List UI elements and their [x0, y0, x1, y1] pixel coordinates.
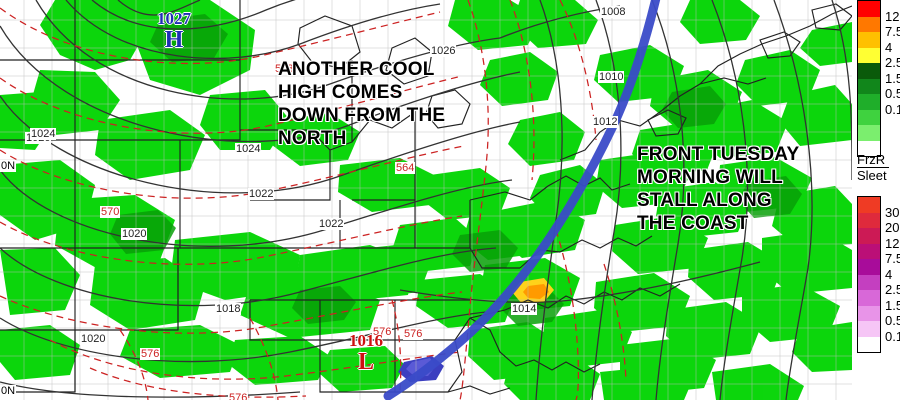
legend-label: 2.5	[885, 55, 900, 71]
thickness-label: 576	[228, 392, 249, 400]
isobar-label: 1026	[430, 45, 457, 57]
isobar-label: 1022	[248, 188, 275, 200]
thickness-label: 564	[395, 162, 416, 174]
legend-label: 4	[885, 39, 893, 55]
legend-label: 20	[885, 220, 900, 236]
legend-label: 7.5	[885, 24, 900, 40]
legend-color-cell	[858, 290, 880, 306]
high-pressure-center: 1027 H	[144, 10, 204, 52]
legend-color-cell	[858, 47, 880, 63]
legend-color-cell	[858, 321, 880, 337]
latitude-label: 0N	[0, 385, 17, 397]
legend-label: 0.5	[885, 313, 900, 329]
legend-label: 4	[885, 266, 893, 282]
low-pressure-symbol: L	[357, 349, 374, 375]
isobar-label: 1008	[600, 6, 627, 18]
precip-core-heavy	[512, 278, 554, 304]
legend-color-cell	[858, 125, 880, 141]
thickness-label: 570	[100, 206, 121, 218]
annotation-cool-high: ANOTHER COOL HIGH COMES DOWN FROM THE NO…	[278, 59, 446, 149]
weather-map[interactable]: 1008101010121014101810201020102010221022…	[0, 0, 852, 400]
thickness-label: 576	[372, 326, 393, 338]
low-pressure-center: 1016 L	[336, 332, 396, 374]
legend-color-cell	[858, 109, 880, 125]
isobar-label: 1020	[121, 228, 148, 240]
legend-color-cell	[858, 1, 880, 17]
legend-color-cell	[858, 63, 880, 79]
map-canvas	[0, 0, 852, 400]
legend-label: 1.5	[885, 297, 900, 313]
legend-label: 30	[885, 204, 900, 220]
isobar-label: 1024	[30, 128, 57, 140]
precipitation-legend-labels: 12.57.542.51.50.50.1	[885, 9, 900, 118]
legend-color-cell	[858, 78, 880, 94]
frzr-title-line1: FrzR	[857, 152, 889, 168]
legend-label: 7.5	[885, 251, 900, 267]
thickness-label: 576	[140, 348, 161, 360]
annotation-front-stall: FRONT TUESDAY MORNING WILL STALL ALONG T…	[637, 144, 800, 234]
legend-color-cell	[858, 197, 880, 213]
isobar-label: 1010	[598, 71, 625, 83]
thickness-label: 558	[274, 63, 295, 75]
freezing-rain-legend-title: FrzR Sleet	[857, 152, 900, 183]
legend-label: 2.5	[885, 282, 900, 298]
low-pressure-value: 1016	[349, 331, 383, 350]
legend-color-cell	[858, 305, 880, 321]
legend-color-cell	[858, 94, 880, 110]
thickness-label: 576	[403, 328, 424, 340]
legend-color-cell	[858, 140, 880, 156]
high-pressure-value: 1027	[157, 9, 191, 28]
frzr-title-line2: Sleet	[857, 168, 887, 183]
legend-label: 0.1	[885, 101, 900, 117]
front-line	[383, 0, 661, 400]
legend-color-cell	[858, 274, 880, 290]
isobar-label: 1012	[592, 116, 619, 128]
isobar-label: 1024	[235, 143, 262, 155]
legend-label: 1.5	[885, 70, 900, 86]
isobars	[0, 0, 852, 400]
legend-color-cell	[858, 228, 880, 244]
isobar-label: 1014	[511, 303, 538, 315]
legend-label: 12.5	[885, 8, 900, 24]
legend-color-cell	[858, 259, 880, 275]
isobar-label: 1022	[318, 218, 345, 230]
legend-color-cell	[858, 243, 880, 259]
precipitation-color-bar	[857, 0, 881, 157]
state-boundaries	[0, 0, 852, 395]
freezing-rain-color-bar	[857, 196, 881, 353]
legend-color-cell	[858, 16, 880, 32]
legend-label: 0.5	[885, 86, 900, 102]
high-pressure-symbol: H	[164, 27, 184, 53]
legend-label: 12.5	[885, 235, 900, 251]
latitude-label: 0N	[0, 160, 17, 172]
legend-label: 0.1	[885, 328, 900, 344]
legend-color-cell	[858, 212, 880, 228]
legend-color-cell	[858, 336, 880, 352]
isobar-label: 1020	[80, 333, 107, 345]
isobar-label: 1018	[215, 303, 242, 315]
legend-color-cell	[858, 32, 880, 48]
